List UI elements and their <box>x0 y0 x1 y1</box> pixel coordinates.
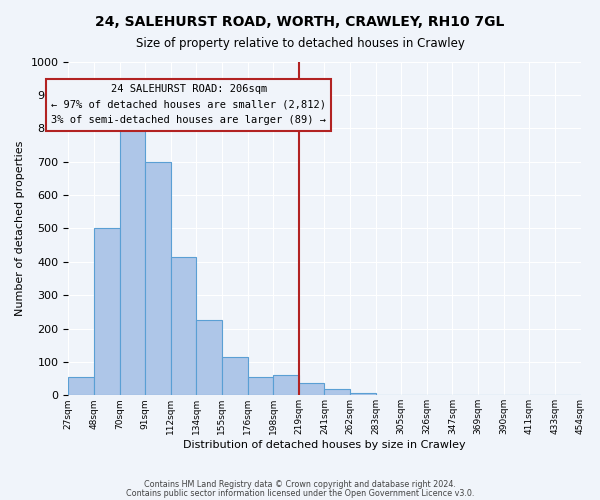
Text: 24 SALEHURST ROAD: 206sqm
← 97% of detached houses are smaller (2,812)
3% of sem: 24 SALEHURST ROAD: 206sqm ← 97% of detac… <box>51 84 326 126</box>
Bar <box>145 162 171 396</box>
Bar <box>273 376 299 396</box>
Bar <box>94 228 119 396</box>
Bar <box>171 257 196 396</box>
Text: Contains HM Land Registry data © Crown copyright and database right 2024.: Contains HM Land Registry data © Crown c… <box>144 480 456 489</box>
X-axis label: Distribution of detached houses by size in Crawley: Distribution of detached houses by size … <box>183 440 466 450</box>
Bar <box>299 382 325 396</box>
Bar <box>248 377 273 396</box>
Bar <box>68 377 94 396</box>
Text: Size of property relative to detached houses in Crawley: Size of property relative to detached ho… <box>136 38 464 51</box>
Text: Contains public sector information licensed under the Open Government Licence v3: Contains public sector information licen… <box>126 489 474 498</box>
Bar <box>196 320 222 396</box>
Bar <box>325 390 350 396</box>
Bar <box>222 357 248 396</box>
Bar <box>350 392 376 396</box>
Bar <box>119 125 145 396</box>
Bar <box>376 394 401 396</box>
Y-axis label: Number of detached properties: Number of detached properties <box>15 140 25 316</box>
Text: 24, SALEHURST ROAD, WORTH, CRAWLEY, RH10 7GL: 24, SALEHURST ROAD, WORTH, CRAWLEY, RH10… <box>95 15 505 29</box>
